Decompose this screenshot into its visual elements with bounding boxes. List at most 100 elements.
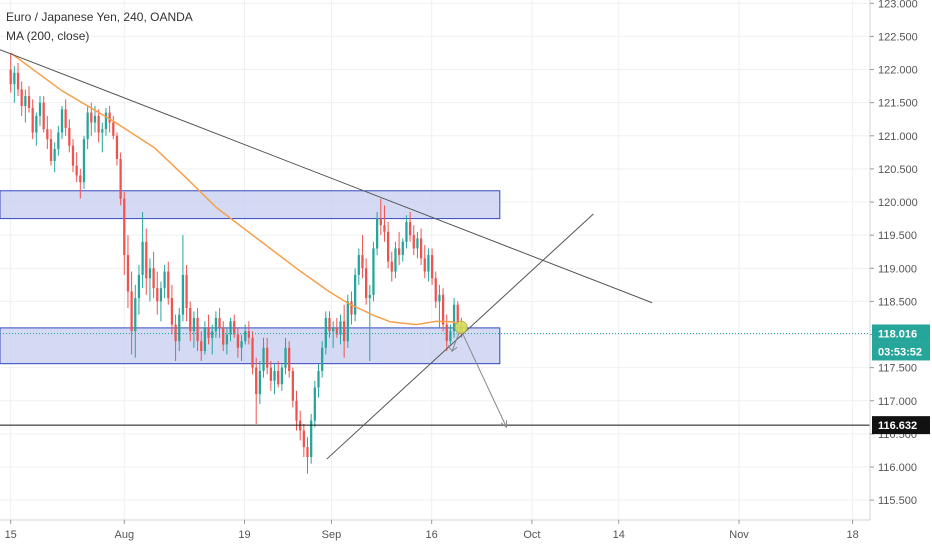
- time-tick-label: 18: [847, 529, 859, 541]
- candle-body: [46, 129, 49, 140]
- candle-body: [192, 317, 196, 332]
- countdown-label: 03:53:52: [878, 346, 922, 358]
- price-tick-label: 117.500: [878, 363, 917, 375]
- candle-body: [68, 127, 71, 146]
- candle-body: [86, 112, 89, 140]
- candle-body: [375, 218, 379, 249]
- candle-body: [130, 291, 133, 332]
- price-axis-bg: [870, 0, 932, 550]
- price-tick-label: 122.000: [878, 65, 918, 77]
- candle-body: [423, 258, 426, 272]
- trendline-1: [0, 49, 653, 304]
- candle-body: [394, 248, 397, 272]
- candle-body: [79, 175, 82, 183]
- candle-body: [148, 268, 152, 279]
- countdown-tag: [872, 342, 930, 361]
- candle-body: [310, 420, 313, 458]
- candle-body: [57, 132, 60, 150]
- time-tick-label: Oct: [523, 529, 540, 541]
- candle-body: [123, 198, 126, 256]
- candle-body: [434, 278, 437, 302]
- candle-body: [354, 274, 357, 315]
- candle-body: [317, 370, 320, 388]
- moving-average: [10, 52, 466, 327]
- time-tick-label: 15: [5, 529, 17, 541]
- candle-body: [328, 317, 331, 332]
- candle-body: [137, 274, 141, 299]
- current-price-label: 118.016: [878, 328, 917, 340]
- candle-body: [35, 115, 38, 133]
- price-tick-label: 121.000: [878, 131, 918, 143]
- candle-body: [207, 327, 210, 338]
- candle-body: [364, 268, 368, 299]
- candle-body: [427, 255, 430, 272]
- candle-body: [335, 327, 338, 335]
- candle-body: [266, 347, 269, 368]
- candle-body: [244, 331, 247, 342]
- candle-body: [108, 112, 111, 123]
- candle-body: [141, 241, 144, 275]
- candle-body: [441, 294, 445, 325]
- price-tick-label: 120.500: [878, 164, 918, 176]
- candle-body: [60, 109, 64, 133]
- candle-body: [115, 135, 119, 159]
- candle-body: [280, 367, 283, 385]
- candle-body: [445, 324, 448, 342]
- candle-body: [258, 370, 262, 395]
- candle-body: [156, 288, 159, 302]
- candle-body: [145, 241, 148, 279]
- candle-body: [93, 115, 97, 123]
- price-tick-label: 119.500: [878, 230, 917, 242]
- price-axis[interactable]: 115.500116.000116.500117.000117.500118.0…: [869, 0, 932, 550]
- candle-body: [419, 238, 423, 259]
- candle-body: [277, 370, 280, 385]
- candle-body: [302, 430, 305, 448]
- candle-body: [170, 298, 174, 325]
- time-axis[interactable]: 15 Aug 19 Sep 16 Oct 14 Nov 18: [0, 519, 932, 550]
- time-tick-label: 14: [613, 529, 625, 541]
- candle-body: [75, 165, 78, 176]
- price-tick-label: 117.000: [878, 396, 917, 408]
- candle-body: [24, 96, 27, 106]
- candle-body: [361, 255, 364, 269]
- candle-body: [346, 301, 349, 342]
- time-tick-label: 16: [426, 529, 438, 541]
- candle-body: [386, 231, 390, 262]
- candle-body: [430, 255, 434, 279]
- candle-body: [229, 321, 232, 335]
- candle-body: [126, 255, 130, 292]
- candle-body: [16, 72, 20, 90]
- price-tick-label: 119.000: [878, 263, 917, 275]
- candle-body: [251, 337, 254, 368]
- price-tick-label: 118.500: [878, 296, 917, 308]
- candle-body: [339, 321, 342, 335]
- candle-body: [269, 367, 272, 381]
- candle-body: [262, 347, 265, 371]
- candle-body: [174, 324, 177, 342]
- candle-body: [20, 89, 23, 106]
- candle-body: [13, 72, 16, 85]
- candle-body: [372, 248, 375, 295]
- candle-body: [97, 115, 100, 133]
- candle-body: [27, 96, 31, 108]
- trendline-2: [326, 213, 594, 460]
- candle-body: [196, 317, 199, 342]
- candle-body: [412, 235, 415, 249]
- candle-body: [112, 122, 115, 136]
- candle-body: [222, 327, 225, 345]
- price-tick-label: 123.000: [878, 0, 918, 10]
- current-price-tag: [872, 324, 930, 343]
- candle-body: [405, 221, 408, 242]
- candle-body: [324, 317, 327, 348]
- price-tick-label: 116.000: [878, 462, 917, 474]
- price-tick-label: 122.500: [878, 31, 918, 43]
- candle-body: [288, 347, 291, 371]
- price-tick-label: 120.000: [878, 197, 918, 209]
- candle-body: [185, 274, 188, 309]
- price-tick-label: 115.500: [878, 495, 917, 507]
- candle-body: [236, 334, 240, 348]
- grid: [0, 0, 870, 520]
- candle-body: [383, 225, 386, 232]
- candle-body: [159, 288, 163, 302]
